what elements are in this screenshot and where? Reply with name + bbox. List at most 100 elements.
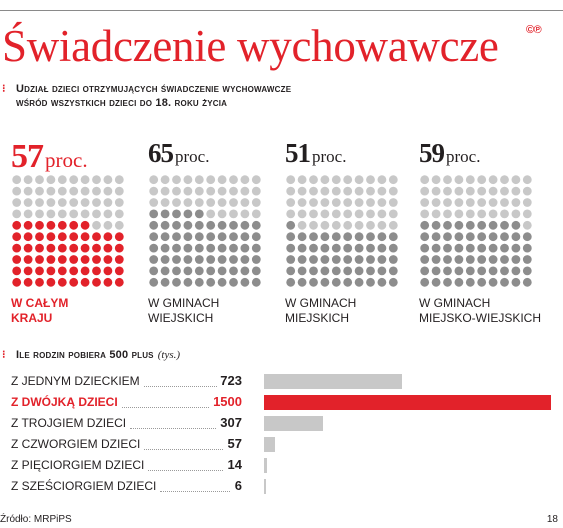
- waffle-dot-empty: [114, 186, 124, 196]
- waffle-dot-empty: [465, 175, 475, 185]
- percent-value: 51: [285, 138, 311, 168]
- region-label: W GMINACH MIEJSKICH: [285, 296, 357, 325]
- waffle-dot-filled: [431, 243, 441, 253]
- waffle-dot-empty: [420, 198, 430, 207]
- waffle-dot-filled: [114, 277, 124, 287]
- waffle-grid: [149, 175, 261, 287]
- waffle-dot-empty: [183, 198, 193, 207]
- waffle-dot-filled: [331, 232, 341, 242]
- waffle-dot-empty: [500, 175, 509, 185]
- waffle-dot-filled: [23, 220, 33, 230]
- waffle-dot-filled: [183, 232, 193, 242]
- waffle-dot-empty: [251, 175, 261, 185]
- waffle-dot-filled: [488, 255, 498, 264]
- waffle-grid: [12, 175, 124, 287]
- waffle-dot-filled: [160, 243, 170, 253]
- waffle-dot-empty: [114, 198, 124, 207]
- region-label: W GMINACH WIEJSKICH: [148, 296, 220, 325]
- waffle-dot-filled: [183, 209, 193, 219]
- waffle-dot-filled: [114, 232, 124, 242]
- percent-label: 57proc.: [11, 138, 141, 175]
- waffle-dot-empty: [343, 186, 353, 196]
- waffle-dot-empty: [69, 186, 79, 196]
- waffle-dot-filled: [35, 243, 44, 253]
- waffle-dot-filled: [229, 220, 238, 230]
- waffle-dot-filled: [23, 266, 33, 276]
- waffle-dot-empty: [217, 175, 227, 185]
- waffle-dot-filled: [354, 232, 364, 242]
- source-note: Źródło: MRPiPS: [0, 514, 72, 525]
- waffle-dot-filled: [57, 266, 67, 276]
- waffle-dot-filled: [69, 266, 79, 276]
- waffle-dot-filled: [297, 266, 307, 276]
- waffle-dot-filled: [240, 232, 250, 242]
- waffle-dot-empty: [240, 198, 250, 207]
- waffle-dot-filled: [12, 266, 22, 276]
- waffle-dot-filled: [343, 243, 353, 253]
- waffle-dot-empty: [320, 175, 330, 185]
- waffle-dot-filled: [320, 277, 330, 287]
- waffle-dot-empty: [172, 186, 181, 196]
- waffle-dot-empty: [331, 198, 341, 207]
- waffle-dot-empty: [320, 209, 330, 219]
- leader-line: [122, 407, 209, 408]
- percent-unit: proc.: [175, 147, 210, 166]
- waffle-panel: 65 proc. W GMINACH WIEJSKICH: [148, 138, 278, 326]
- waffle-dot-empty: [114, 175, 124, 185]
- waffle-dot-empty: [522, 209, 532, 219]
- waffle-dot-filled: [286, 266, 296, 276]
- waffle-subtitle: Udział dzieci otrzymujących świadczenie …: [16, 83, 292, 95]
- waffle-dot-filled: [103, 243, 113, 253]
- waffle-dot-empty: [354, 209, 364, 219]
- waffle-dot-filled: [454, 220, 464, 230]
- waffle-dot-empty: [149, 175, 159, 185]
- waffle-dot-filled: [172, 209, 181, 219]
- waffle-dot-filled: [511, 277, 521, 287]
- waffle-dot-empty: [477, 186, 487, 196]
- waffle-dot-empty: [354, 186, 364, 196]
- waffle-dot-empty: [443, 186, 452, 196]
- waffle-dot-filled: [477, 220, 487, 230]
- waffle-dot-filled: [12, 232, 22, 242]
- waffle-dot-empty: [488, 175, 498, 185]
- waffle-dot-filled: [477, 243, 487, 253]
- waffle-dot-filled: [297, 232, 307, 242]
- waffle-dot-filled: [331, 277, 341, 287]
- waffle-dot-empty: [354, 220, 364, 230]
- waffle-dot-filled: [511, 266, 521, 276]
- publisher-logo: ©℗: [526, 24, 542, 36]
- waffle-dot-filled: [172, 220, 181, 230]
- waffle-dot-filled: [522, 243, 532, 253]
- waffle-dot-filled: [500, 232, 509, 242]
- waffle-dot-empty: [194, 175, 204, 185]
- waffle-dot-filled: [103, 277, 113, 287]
- waffle-dot-empty: [488, 198, 498, 207]
- bar: [264, 437, 275, 452]
- waffle-dot-empty: [240, 186, 250, 196]
- waffle-dot-filled: [80, 243, 90, 253]
- waffle-dot-empty: [149, 198, 159, 207]
- waffle-dot-filled: [69, 243, 79, 253]
- waffle-dot-filled: [251, 232, 261, 242]
- waffle-dot-filled: [320, 232, 330, 242]
- waffle-dot-filled: [488, 243, 498, 253]
- percent-value: 65: [148, 138, 174, 168]
- waffle-dot-empty: [522, 186, 532, 196]
- waffle-dot-empty: [522, 198, 532, 207]
- waffle-dot-filled: [69, 277, 79, 287]
- waffle-dot-filled: [183, 277, 193, 287]
- waffle-dot-empty: [92, 220, 101, 230]
- region-label: W CAŁYM KRAJU: [11, 296, 69, 325]
- waffle-dot-empty: [320, 198, 330, 207]
- waffle-dot-empty: [465, 198, 475, 207]
- percent-label: 51 proc.: [285, 138, 415, 174]
- waffle-dot-filled: [366, 243, 375, 253]
- waffle-dot-empty: [297, 220, 307, 230]
- waffle-dot-filled: [194, 243, 204, 253]
- waffle-dot-filled: [240, 220, 250, 230]
- waffle-dot-filled: [92, 266, 101, 276]
- waffle-dot-filled: [420, 220, 430, 230]
- waffle-dot-filled: [511, 232, 521, 242]
- waffle-dot-filled: [343, 255, 353, 264]
- waffle-dot-filled: [35, 266, 44, 276]
